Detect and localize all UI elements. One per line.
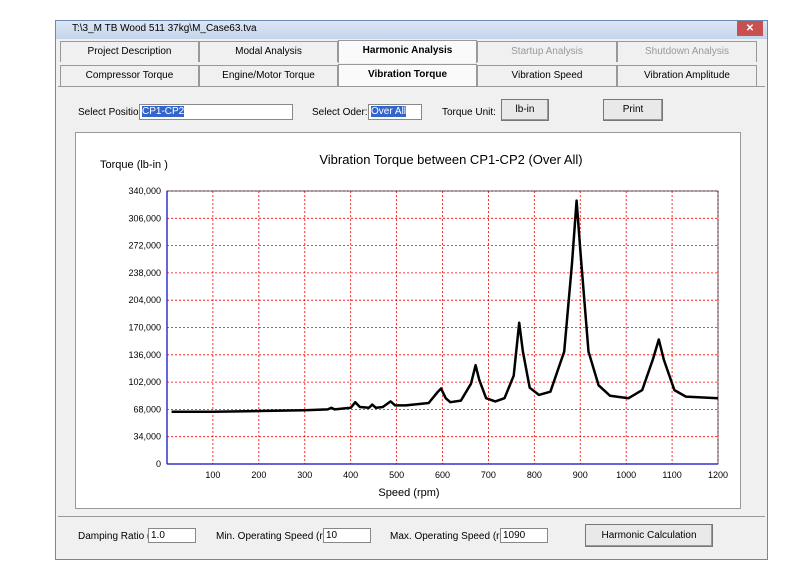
y-tick-label: 204,000 xyxy=(128,295,161,305)
x-axis-label: Speed (rpm) xyxy=(378,487,439,499)
label: Min. Operating Speed (rpm) xyxy=(216,531,340,542)
x-tick-label: 100 xyxy=(205,470,220,480)
y-tick-label: 34,000 xyxy=(133,432,161,442)
unit-button[interactable]: lb-in xyxy=(501,99,549,121)
print-button[interactable]: Print xyxy=(603,99,663,121)
tab[interactable]: Engine/Motor Torque xyxy=(199,65,338,86)
tab[interactable]: Vibration Speed xyxy=(477,65,617,86)
y-tick-label: 68,000 xyxy=(133,404,161,414)
tab[interactable]: Modal Analysis xyxy=(199,41,338,62)
y-tick-label: 102,000 xyxy=(128,377,161,387)
y-tick-label: 0 xyxy=(156,459,161,469)
tab-panel xyxy=(58,86,765,559)
tab[interactable]: Project Description xyxy=(60,41,199,62)
x-tick-label: 1100 xyxy=(662,470,681,480)
y-tick-label: 170,000 xyxy=(128,323,161,333)
position-select[interactable]: CP1-CP2 xyxy=(139,104,293,120)
x-tick-label: 600 xyxy=(435,470,450,480)
title-bar xyxy=(56,21,767,39)
tab[interactable]: Harmonic Analysis xyxy=(338,40,477,63)
select-value: Over All xyxy=(371,106,407,117)
chart: Vibration Torque between CP1-CP2 (Over A… xyxy=(75,132,741,509)
x-tick-label: 400 xyxy=(343,470,358,480)
tab[interactable]: Vibration Torque xyxy=(338,64,477,87)
y-tick-label: 136,000 xyxy=(128,350,161,360)
x-tick-label: 300 xyxy=(297,470,312,480)
separator xyxy=(58,516,765,517)
x-tick-label: 1200 xyxy=(708,470,728,480)
label: Select Oder: xyxy=(312,107,368,118)
close-button[interactable]: ✕ xyxy=(737,21,763,36)
tab: Shutdown Analysis xyxy=(617,41,757,62)
x-tick-label: 500 xyxy=(389,470,404,480)
x-tick-label: 200 xyxy=(251,470,266,480)
y-tick-label: 272,000 xyxy=(128,241,161,251)
tab[interactable]: Vibration Amplitude xyxy=(617,65,757,86)
x-tick-label: 800 xyxy=(527,470,542,480)
window-title: T:\3_M TB Wood 511 37kg\M_Case63.tva xyxy=(72,23,257,34)
label: Select Position: xyxy=(78,107,147,118)
x-tick-label: 1000 xyxy=(616,470,636,480)
label: Damping Ratio (%) xyxy=(78,531,163,542)
y-tick-label: 238,000 xyxy=(128,268,161,278)
label: Max. Operating Speed (rpm) xyxy=(390,531,517,542)
x-tick-label: 700 xyxy=(481,470,496,480)
tab: Startup Analysis xyxy=(477,41,617,62)
y-axis-label: Torque (lb-in ) xyxy=(100,159,168,171)
select-value: CP1-CP2 xyxy=(142,106,185,117)
y-tick-label: 340,000 xyxy=(128,186,161,196)
calc-button[interactable]: Harmonic Calculation xyxy=(585,524,713,547)
data-line xyxy=(171,199,719,414)
damping-input[interactable]: 1.0 xyxy=(148,528,196,543)
chart-frame xyxy=(75,132,741,509)
label: Torque Unit: xyxy=(442,107,496,118)
order-select[interactable]: Over All xyxy=(368,104,422,120)
min-speed-input[interactable]: 10 xyxy=(323,528,371,543)
max-speed-input[interactable]: 1090 xyxy=(500,528,548,543)
y-tick-label: 306,000 xyxy=(128,213,161,223)
chart-title: Vibration Torque between CP1-CP2 (Over A… xyxy=(319,152,582,167)
x-tick-label: 900 xyxy=(573,470,588,480)
tab[interactable]: Compressor Torque xyxy=(60,65,199,86)
